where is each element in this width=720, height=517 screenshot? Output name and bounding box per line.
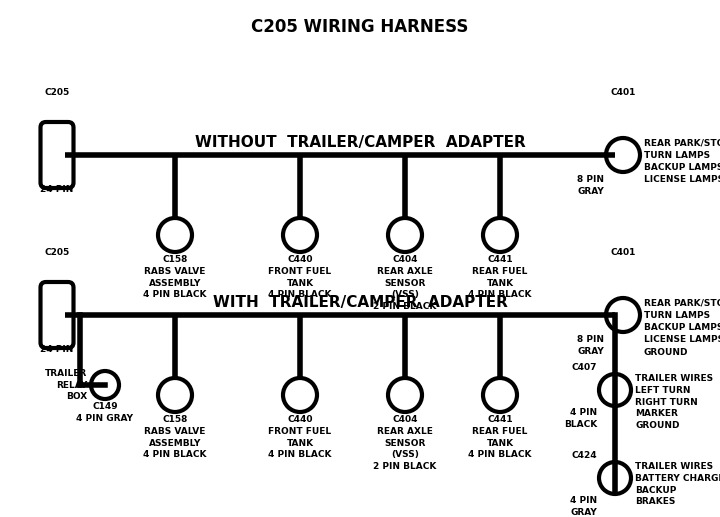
Text: 8 PIN
GRAY: 8 PIN GRAY: [577, 175, 604, 196]
Circle shape: [606, 138, 640, 172]
Text: C404
REAR AXLE
SENSOR
(VSS)
2 PIN BLACK: C404 REAR AXLE SENSOR (VSS) 2 PIN BLACK: [373, 255, 437, 311]
Text: 24 PIN: 24 PIN: [40, 345, 73, 354]
Circle shape: [606, 298, 640, 332]
Text: C407: C407: [572, 363, 597, 372]
FancyBboxPatch shape: [40, 122, 73, 188]
Text: C404
REAR AXLE
SENSOR
(VSS)
2 PIN BLACK: C404 REAR AXLE SENSOR (VSS) 2 PIN BLACK: [373, 415, 437, 471]
Text: C205 WIRING HARNESS: C205 WIRING HARNESS: [251, 18, 469, 36]
Circle shape: [158, 218, 192, 252]
Circle shape: [599, 374, 631, 406]
Text: C158
RABS VALVE
ASSEMBLY
4 PIN BLACK: C158 RABS VALVE ASSEMBLY 4 PIN BLACK: [143, 255, 207, 299]
Text: C440
FRONT FUEL
TANK
4 PIN BLACK: C440 FRONT FUEL TANK 4 PIN BLACK: [269, 415, 332, 460]
Text: 4 PIN
GRAY: 4 PIN GRAY: [570, 496, 597, 517]
Text: REAR PARK/STOP
TURN LAMPS
BACKUP LAMPS
LICENSE LAMPS
GROUND: REAR PARK/STOP TURN LAMPS BACKUP LAMPS L…: [644, 298, 720, 357]
Text: REAR PARK/STOP
TURN LAMPS
BACKUP LAMPS
LICENSE LAMPS: REAR PARK/STOP TURN LAMPS BACKUP LAMPS L…: [644, 138, 720, 185]
Text: C205: C205: [45, 88, 70, 97]
Circle shape: [283, 378, 317, 412]
Text: TRAILER WIRES
BATTERY CHARGE
BACKUP
BRAKES: TRAILER WIRES BATTERY CHARGE BACKUP BRAK…: [635, 462, 720, 506]
Text: C149
4 PIN GRAY: C149 4 PIN GRAY: [76, 402, 133, 423]
FancyBboxPatch shape: [40, 282, 73, 348]
Circle shape: [599, 462, 631, 494]
Text: TRAILER WIRES
LEFT TURN
RIGHT TURN
MARKER
GROUND: TRAILER WIRES LEFT TURN RIGHT TURN MARKE…: [635, 374, 713, 430]
Text: C205: C205: [45, 248, 70, 257]
Text: TRAILER
RELAY
BOX: TRAILER RELAY BOX: [45, 369, 87, 401]
Circle shape: [388, 378, 422, 412]
Text: WITHOUT  TRAILER/CAMPER  ADAPTER: WITHOUT TRAILER/CAMPER ADAPTER: [194, 135, 526, 150]
Circle shape: [483, 378, 517, 412]
Text: C440
FRONT FUEL
TANK
4 PIN BLACK: C440 FRONT FUEL TANK 4 PIN BLACK: [269, 255, 332, 299]
Text: C424: C424: [572, 451, 597, 460]
Text: C401: C401: [611, 248, 636, 257]
Text: C401: C401: [611, 88, 636, 97]
Circle shape: [388, 218, 422, 252]
Text: C441
REAR FUEL
TANK
4 PIN BLACK: C441 REAR FUEL TANK 4 PIN BLACK: [468, 415, 532, 460]
Text: WITH  TRAILER/CAMPER  ADAPTER: WITH TRAILER/CAMPER ADAPTER: [212, 295, 508, 310]
Text: C158
RABS VALVE
ASSEMBLY
4 PIN BLACK: C158 RABS VALVE ASSEMBLY 4 PIN BLACK: [143, 415, 207, 460]
Text: C441
REAR FUEL
TANK
4 PIN BLACK: C441 REAR FUEL TANK 4 PIN BLACK: [468, 255, 532, 299]
Circle shape: [283, 218, 317, 252]
Text: 24 PIN: 24 PIN: [40, 185, 73, 194]
Text: 4 PIN
BLACK: 4 PIN BLACK: [564, 408, 597, 429]
Text: 8 PIN
GRAY: 8 PIN GRAY: [577, 335, 604, 356]
Circle shape: [91, 371, 119, 399]
Circle shape: [158, 378, 192, 412]
Circle shape: [483, 218, 517, 252]
